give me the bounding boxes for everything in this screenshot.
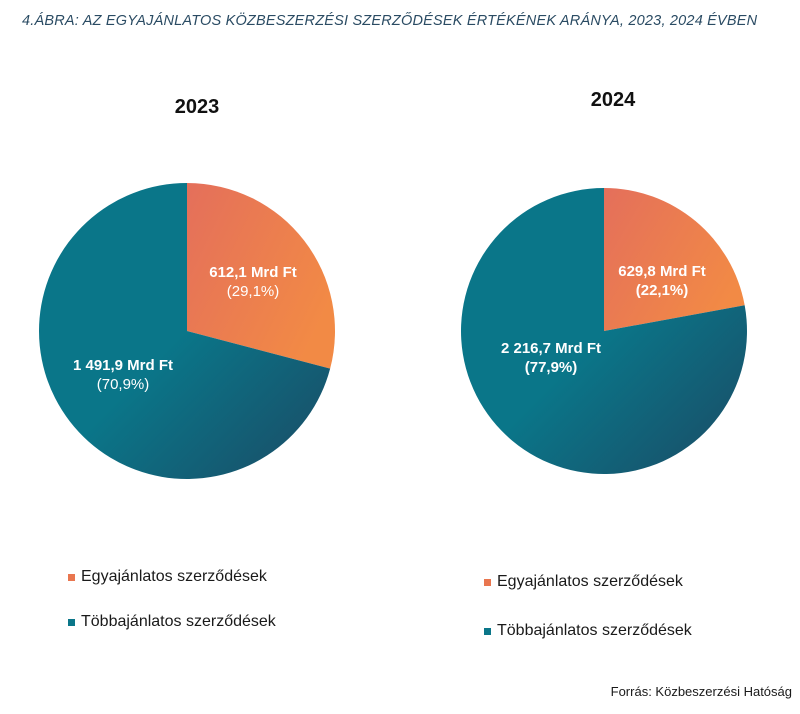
chart-title-2024: 2024 bbox=[590, 89, 636, 111]
figure-title: 4.ÁBRA: AZ EGYAJÁNLATOS KÖZBESZERZÉSI SZ… bbox=[22, 13, 758, 29]
pie-slice-single-2024 bbox=[604, 188, 745, 331]
pie-slice-single-2023 bbox=[187, 183, 335, 369]
source-note: Forrás: Közbeszerzési Hatóság bbox=[610, 684, 792, 699]
legend-swatch-single bbox=[68, 573, 75, 581]
legend-swatch-single bbox=[484, 578, 491, 586]
slice-percent-label-multi-2024: (77,9%) bbox=[525, 359, 578, 376]
pie-slice-multi-2024 bbox=[461, 188, 747, 474]
legend-label: Egyajánlatos szerződések bbox=[497, 573, 683, 590]
chart-title-2023: 2023 bbox=[174, 96, 220, 118]
slice-percent-label-single-2023: (29,1%) bbox=[227, 283, 280, 300]
pie-slice-multi-2023 bbox=[38, 183, 331, 479]
legend-item-single-2024: Egyajánlatos szerződések bbox=[484, 572, 683, 592]
slice-value-label-multi-2023: 1 491,9 Mrd Ft bbox=[73, 357, 173, 374]
slice-value-label-single-2024: 629,8 Mrd Ft bbox=[618, 263, 706, 280]
legend-swatch-multi bbox=[68, 618, 75, 626]
slice-value-label-single-2023: 612,1 Mrd Ft bbox=[209, 264, 297, 281]
slice-value-label-multi-2024: 2 216,7 Mrd Ft bbox=[501, 340, 601, 357]
legend-item-single-2023: Egyajánlatos szerződések bbox=[68, 567, 267, 587]
legend-label: Többajánlatos szerződések bbox=[497, 622, 692, 639]
legend-item-multi-2024: Többajánlatos szerződések bbox=[484, 621, 692, 641]
pie-2024: 629,8 Mrd Ft (22,1%) 2 216,7 Mrd Ft (77,9%) bbox=[461, 188, 747, 474]
legend-label: Többajánlatos szerződések bbox=[81, 613, 276, 630]
slice-percent-label-single-2024: (22,1%) bbox=[636, 282, 689, 299]
legend-label: Egyajánlatos szerződések bbox=[81, 568, 267, 585]
slice-percent-label-multi-2023: (70,9%) bbox=[97, 376, 150, 393]
legend-swatch-multi bbox=[484, 627, 491, 635]
legend-item-multi-2023: Többajánlatos szerződések bbox=[68, 612, 276, 632]
pie-2023: 612,1 Mrd Ft (29,1%) 1 491,9 Mrd Ft (70,9%) bbox=[38, 183, 335, 479]
